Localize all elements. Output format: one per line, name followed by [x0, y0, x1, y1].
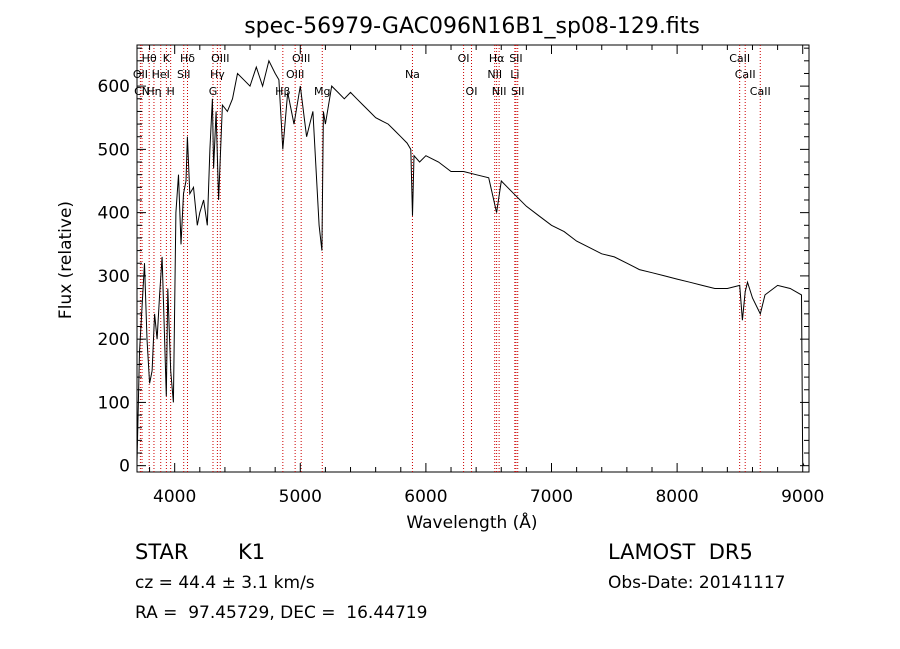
spectral-line-label: OIII: [211, 52, 229, 65]
spectral-line-label: Li: [510, 68, 519, 81]
spectral-line-label: CN: [134, 85, 150, 98]
x-tick-label: 6000: [404, 487, 447, 507]
redshift-velocity: cz = 44.4 ± 3.1 km/s: [135, 573, 315, 593]
coordinates: RA = 97.45729, DEC = 16.44719: [135, 603, 428, 623]
plot-frame: [136, 44, 810, 473]
spectral-line-label: H: [167, 85, 175, 98]
spectral-line-markers: [139, 45, 761, 472]
x-tick-label: 5000: [279, 487, 322, 507]
y-axis-ticks: 0 100 200 300 400 500 600: [98, 47, 809, 477]
spectral-line-label: K: [163, 52, 171, 65]
spectral-line-label: Mg: [314, 85, 330, 98]
spectral-line-label: SII: [509, 52, 522, 65]
spectral-line-label: OIII: [286, 68, 304, 81]
observation-date: Obs-Date: 20141117: [608, 573, 786, 593]
object-subclass: K1: [238, 540, 266, 564]
spectral-line-label: NII: [487, 68, 502, 81]
y-tick-label: 400: [98, 204, 130, 224]
spectral-line-label: CaII: [750, 85, 771, 98]
object-class: STAR: [135, 540, 189, 564]
x-tick-label: 7000: [530, 487, 573, 507]
spectral-line-label: Hθ: [142, 52, 157, 65]
spectral-line-label: SII: [177, 68, 190, 81]
y-tick-label: 100: [98, 393, 130, 413]
spectral-line-label: CaII: [735, 68, 756, 81]
x-tick-label: 8000: [655, 487, 698, 507]
spectral-line-label: SII: [511, 85, 524, 98]
y-tick-label: 200: [98, 330, 130, 350]
y-tick-label: 0: [119, 457, 130, 477]
spectral-line-label: G: [209, 85, 218, 98]
spectral-line-label: OIII: [292, 52, 310, 65]
spectral-line-label: OII: [133, 68, 148, 81]
spectrum-series-line: [136, 59, 805, 466]
chart-title: spec-56979-GAC096N16B1_sp08-129.fits: [244, 14, 700, 39]
spectral-line-label: Na: [405, 68, 420, 81]
spectral-line-label: Hγ: [210, 68, 225, 81]
x-tick-label: 4000: [153, 487, 196, 507]
spectral-line-labels: Hθ K Hδ OIII OIII OI Hα SII CaII OII HeI SII Hγ OIII N…: [133, 52, 771, 98]
y-tick-label: 600: [98, 77, 130, 97]
spectral-line-label: CaII: [729, 52, 750, 65]
spectral-line-label: HeI: [152, 68, 170, 81]
y-tick-label: 300: [98, 267, 130, 287]
spectral-line-label: Hδ: [180, 52, 195, 65]
x-axis-ticks: 4000 5000 6000 7000 8000 9000: [149, 45, 824, 507]
x-tick-label: 9000: [781, 487, 824, 507]
x-axis-label: Wavelength (Å): [406, 511, 537, 533]
spectral-line-label: OI: [458, 52, 470, 65]
spectral-line-label: NII: [492, 85, 507, 98]
spectral-line-label: Hα: [489, 52, 505, 65]
survey-name: LAMOST DR5: [608, 540, 753, 564]
y-axis-label: Flux (relative): [56, 201, 76, 319]
spectral-line-label: Hη: [146, 85, 161, 98]
y-tick-label: 500: [98, 140, 130, 160]
spectral-line-label: OI: [466, 85, 478, 98]
